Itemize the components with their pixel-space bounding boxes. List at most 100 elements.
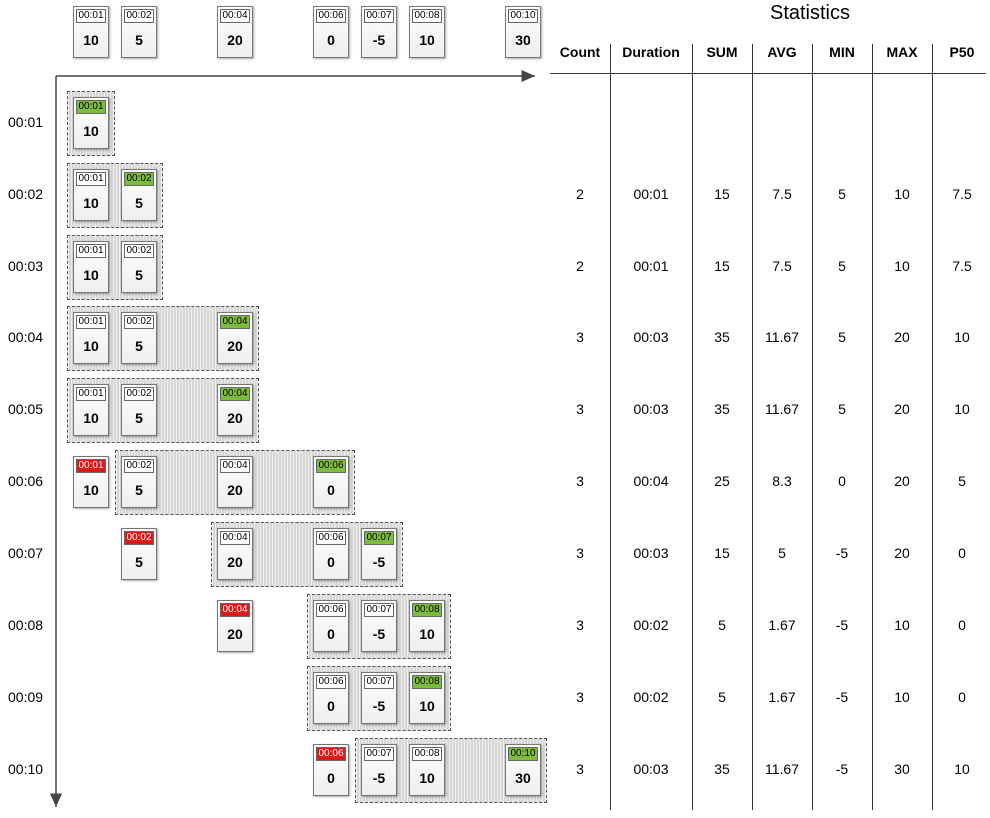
card-timestamp: 00:01: [76, 9, 106, 23]
card-value: 5: [135, 195, 143, 211]
card-value: 10: [419, 770, 435, 786]
stat-cell-count: 3: [576, 545, 584, 561]
card-value: 10: [419, 626, 435, 642]
new-event-card: 00:08 10: [409, 600, 445, 652]
new-event-card: 00:07 -5: [361, 528, 397, 580]
new-event-card: 00:04 20: [217, 312, 253, 364]
timeline-event-card: 00:04 20: [217, 6, 253, 58]
card-value: 0: [327, 698, 335, 714]
row-time-label: 00:02: [8, 186, 44, 202]
stat-cell-min: -5: [835, 545, 849, 561]
card-timestamp: 00:10: [508, 9, 538, 23]
stat-cell-count: 3: [576, 761, 584, 777]
stat-cell-max: 30: [894, 761, 910, 777]
card-timestamp: 00:07: [364, 675, 394, 689]
column-divider: [872, 44, 873, 810]
stat-cell-sum: 15: [714, 258, 730, 274]
header-divider: [550, 73, 986, 74]
card-timestamp: 00:02: [124, 387, 154, 401]
event-card: 00:07 -5: [361, 672, 397, 724]
card-timestamp: 00:04: [220, 9, 250, 23]
card-value: -5: [372, 32, 386, 48]
card-value: 5: [135, 410, 143, 426]
card-value: -5: [372, 626, 386, 642]
card-timestamp: 00:08: [412, 9, 442, 23]
stat-cell-avg: 8.3: [772, 473, 792, 489]
card-value: 20: [227, 32, 243, 48]
stat-cell-max: 10: [894, 186, 910, 202]
row-time-label: 00:06: [8, 473, 44, 489]
stat-cell-count: 3: [576, 473, 584, 489]
card-value: 5: [135, 32, 143, 48]
stat-cell-max: 10: [894, 617, 910, 633]
card-value: 20: [227, 626, 243, 642]
card-value: 10: [83, 195, 99, 211]
stat-cell-avg: 1.67: [768, 689, 796, 705]
stat-cell-duration: 00:03: [633, 761, 669, 777]
stat-cell-sum: 35: [714, 401, 730, 417]
stat-cell-sum: 15: [714, 545, 730, 561]
stat-cell-count: 3: [576, 401, 584, 417]
card-value: 0: [327, 626, 335, 642]
stat-cell-avg: 1.67: [768, 617, 796, 633]
column-divider: [752, 44, 753, 810]
event-card: 00:02 5: [121, 241, 157, 293]
card-timestamp: 00:04: [220, 315, 250, 329]
stat-cell-count: 2: [576, 258, 584, 274]
card-timestamp: 00:02: [124, 244, 154, 258]
card-timestamp: 00:01: [76, 172, 106, 186]
row-time-label: 00:10: [8, 761, 44, 777]
column-header-p50: P50: [949, 44, 975, 60]
stat-cell-max: 20: [894, 545, 910, 561]
card-value: 10: [83, 267, 99, 283]
expired-event-card: 00:04 20: [217, 600, 253, 652]
card-value: 30: [515, 32, 531, 48]
row-time-label: 00:08: [8, 617, 44, 633]
event-card: 00:02 5: [121, 456, 157, 508]
stat-cell-sum: 5: [718, 617, 726, 633]
card-value: 0: [327, 32, 335, 48]
stat-cell-avg: 11.67: [765, 761, 799, 777]
timeline-event-card: 00:06 0: [313, 6, 349, 58]
event-card: 00:06 0: [313, 600, 349, 652]
row-time-label: 00:07: [8, 545, 44, 561]
expired-event-card: 00:01 10: [73, 456, 109, 508]
stat-cell-sum: 5: [718, 689, 726, 705]
stat-cell-avg: 7.5: [772, 186, 792, 202]
column-header-avg: AVG: [767, 44, 797, 60]
stat-cell-p50: 0: [958, 617, 966, 633]
card-timestamp: 00:06: [316, 603, 346, 617]
stat-cell-avg: 11.67: [765, 401, 799, 417]
stat-cell-avg: 11.67: [765, 329, 799, 345]
stat-cell-p50: 7.5: [952, 258, 972, 274]
stat-cell-sum: 25: [714, 473, 730, 489]
card-value: 5: [135, 554, 143, 570]
card-value: 10: [83, 32, 99, 48]
stat-cell-duration: 00:04: [633, 473, 669, 489]
card-timestamp: 00:08: [412, 603, 442, 617]
event-card: 00:06 0: [313, 672, 349, 724]
stat-cell-min: 5: [838, 329, 846, 345]
event-card: 00:06 0: [313, 528, 349, 580]
card-timestamp: 00:02: [124, 172, 154, 186]
stat-cell-sum: 35: [714, 761, 730, 777]
stat-cell-duration: 00:02: [633, 689, 669, 705]
card-value: 10: [83, 123, 99, 139]
event-card: 00:08 10: [409, 744, 445, 796]
column-header-count: Count: [559, 44, 601, 60]
card-timestamp: 00:01: [76, 315, 106, 329]
card-value: 5: [135, 267, 143, 283]
card-value: 20: [227, 410, 243, 426]
event-card: 00:01 10: [73, 312, 109, 364]
column-header-min: MIN: [829, 44, 855, 60]
stat-cell-p50: 10: [954, 401, 970, 417]
stat-cell-sum: 35: [714, 329, 730, 345]
card-value: 20: [227, 554, 243, 570]
new-event-card: 00:06 0: [313, 456, 349, 508]
column-divider: [610, 44, 611, 810]
timeline-event-card: 00:10 30: [505, 6, 541, 58]
card-timestamp: 00:06: [316, 9, 346, 23]
timeline-event-card: 00:01 10: [73, 6, 109, 58]
row-time-label: 00:09: [8, 689, 44, 705]
